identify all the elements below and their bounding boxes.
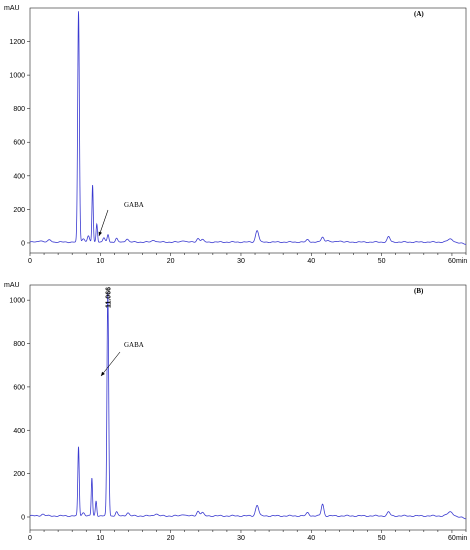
panel-a-label: (A) xyxy=(414,10,424,18)
x-tick-label: 0 xyxy=(28,535,32,542)
x-tick-label: 60 xyxy=(448,258,456,265)
y-tick-label: 1000 xyxy=(9,73,25,80)
x-tick-label: 50 xyxy=(378,258,386,265)
panel-b-x-unit: min xyxy=(456,535,467,542)
y-tick-label: 0 xyxy=(21,514,25,521)
x-tick-label: 40 xyxy=(307,258,315,265)
panel-a-gaba-label: GABA xyxy=(124,201,144,209)
panel-b-frame xyxy=(29,284,467,531)
panel-b-gaba-arrow xyxy=(100,351,121,377)
y-tick-label: 1000 xyxy=(9,298,25,305)
panel-a-gaba-arrow xyxy=(98,209,109,237)
panel-b-y-axis: 0 200 400 600 800 1000 xyxy=(9,298,30,521)
panel-a-gaba-arrowhead xyxy=(98,231,103,236)
y-tick-label: 800 xyxy=(13,341,25,348)
panel-a-x-axis: 0 10 20 30 40 50 60 xyxy=(28,253,467,265)
x-tick-label: 30 xyxy=(237,258,245,265)
panel-a-frame xyxy=(29,7,467,254)
x-tick-label: 20 xyxy=(167,535,175,542)
y-tick-label: 600 xyxy=(13,384,25,391)
y-tick-label: 600 xyxy=(13,140,25,147)
panel-a-y-unit: mAU xyxy=(4,5,20,12)
panel-a-y-axis: 0 200 400 600 800 1000 1200 xyxy=(9,39,30,247)
x-tick-label: 20 xyxy=(167,258,175,265)
y-tick-label: 200 xyxy=(13,207,25,214)
y-tick-label: 400 xyxy=(13,428,25,435)
x-tick-label: 30 xyxy=(237,535,245,542)
panel-b-retention-time-label: 11.066 xyxy=(105,287,112,308)
panel-b-x-axis: 0 10 20 30 40 50 60 xyxy=(28,530,467,542)
panel-b-trace xyxy=(29,292,466,520)
panel-b-gaba-arrowhead xyxy=(101,371,105,376)
x-tick-label: 10 xyxy=(96,258,104,265)
x-tick-label: 60 xyxy=(448,535,456,542)
y-tick-label: 0 xyxy=(21,240,25,247)
panel-a-trace xyxy=(29,11,466,245)
y-tick-label: 800 xyxy=(13,106,25,113)
y-tick-label: 1200 xyxy=(9,39,25,46)
panel-b-gaba-label: GABA xyxy=(124,341,144,349)
y-tick-label: 400 xyxy=(13,173,25,180)
x-tick-label: 10 xyxy=(96,535,104,542)
x-tick-label: 0 xyxy=(28,258,32,265)
panel-b-label: (B) xyxy=(414,287,424,295)
y-tick-label: 200 xyxy=(13,471,25,478)
x-tick-label: 40 xyxy=(307,535,315,542)
x-tick-label: 50 xyxy=(378,535,386,542)
panel-a-x-unit: min xyxy=(456,258,467,265)
panel-b-y-unit: mAU xyxy=(4,282,20,289)
